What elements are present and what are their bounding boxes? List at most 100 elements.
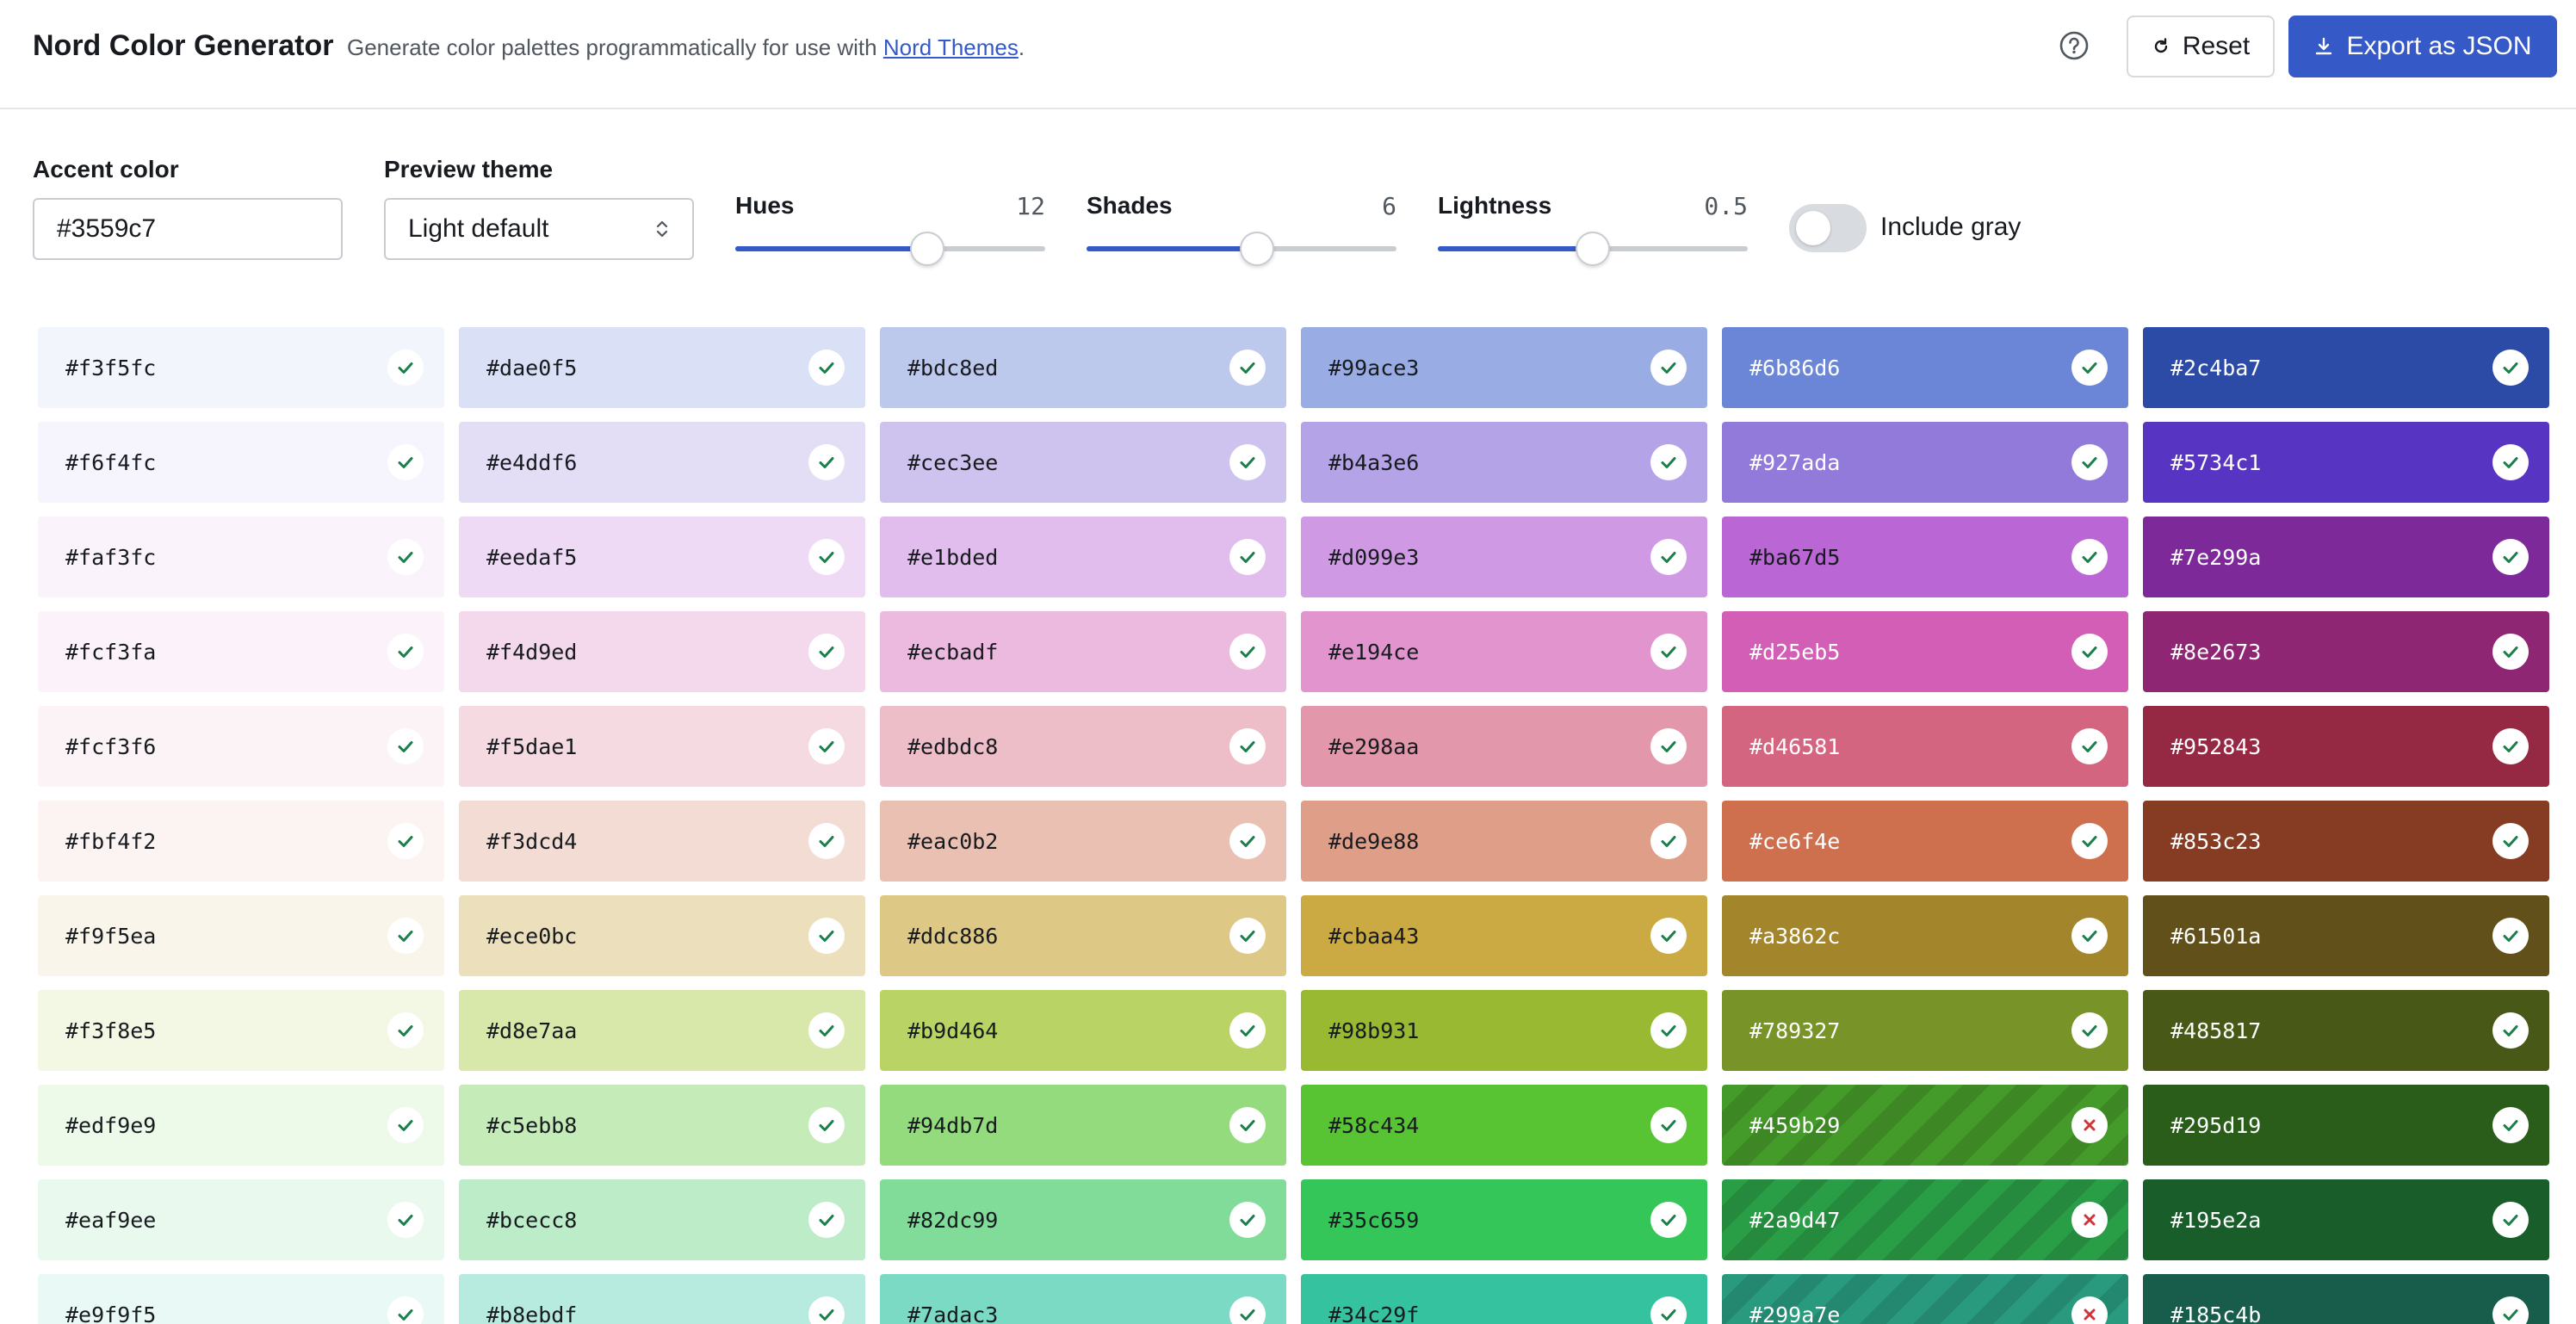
contrast-pass-icon [387,1012,424,1049]
reset-button[interactable]: Reset [2127,15,2275,77]
lightness-value: 0.5 [1704,192,1748,220]
color-swatch[interactable]: #82dc99 [880,1179,1286,1260]
color-swatch[interactable]: #f6f4fc [38,422,444,503]
color-swatch[interactable]: #459b29 [1722,1085,2128,1166]
color-swatch[interactable]: #dae0f5 [459,327,865,408]
color-swatch[interactable]: #485817 [2143,990,2549,1071]
color-swatch[interactable]: #c5ebb8 [459,1085,865,1166]
color-swatch[interactable]: #fcf3f6 [38,706,444,787]
color-swatch[interactable]: #ce6f4e [1722,801,2128,882]
color-swatch[interactable]: #195e2a [2143,1179,2549,1260]
color-swatch[interactable]: #7adac3 [880,1274,1286,1324]
contrast-pass-icon [387,1202,424,1238]
color-swatch[interactable]: #faf3fc [38,517,444,597]
preview-theme-select[interactable]: Light default [384,198,694,260]
color-swatch[interactable]: #35c659 [1301,1179,1707,1260]
shades-slider-thumb[interactable] [1240,232,1274,266]
color-swatch[interactable]: #d099e3 [1301,517,1707,597]
lightness-slider[interactable] [1438,231,1748,266]
swatch-hex-label: #927ada [1749,449,1841,475]
color-swatch[interactable]: #d46581 [1722,706,2128,787]
color-swatch[interactable]: #ece0bc [459,895,865,976]
color-swatch[interactable]: #eedaf5 [459,517,865,597]
export-json-button[interactable]: Export as JSON [2288,15,2557,77]
color-swatch[interactable]: #edf9e9 [38,1085,444,1166]
color-swatch[interactable]: #f3dcd4 [459,801,865,882]
lightness-slider-thumb[interactable] [1576,232,1610,266]
color-swatch[interactable]: #6b86d6 [1722,327,2128,408]
color-swatch[interactable]: #cec3ee [880,422,1286,503]
color-swatch[interactable]: #99ace3 [1301,327,1707,408]
hues-slider-fill [735,246,928,251]
swatch-hex-label: #b9d464 [907,1018,999,1043]
swatch-hex-label: #35c659 [1328,1207,1420,1233]
contrast-pass-icon [1229,1012,1266,1049]
color-swatch[interactable]: #299a7e [1722,1274,2128,1324]
contrast-pass-icon [387,1296,424,1324]
color-swatch[interactable]: #2a9d47 [1722,1179,2128,1260]
color-swatch[interactable]: #58c434 [1301,1085,1707,1166]
color-swatch[interactable]: #185c4b [2143,1274,2549,1324]
color-swatch[interactable]: #de9e88 [1301,801,1707,882]
color-swatch[interactable]: #bdc8ed [880,327,1286,408]
color-swatch[interactable]: #bcecc8 [459,1179,865,1260]
hues-slider[interactable] [735,231,1045,266]
color-swatch[interactable]: #2c4ba7 [2143,327,2549,408]
color-swatch[interactable]: #ba67d5 [1722,517,2128,597]
color-swatch[interactable]: #5734c1 [2143,422,2549,503]
color-swatch[interactable]: #edbdc8 [880,706,1286,787]
swatch-hex-label: #d25eb5 [1749,639,1841,665]
color-swatch[interactable]: #f9f5ea [38,895,444,976]
color-swatch[interactable]: #cbaa43 [1301,895,1707,976]
hues-label: Hues [735,192,795,219]
color-swatch[interactable]: #853c23 [2143,801,2549,882]
color-swatch[interactable]: #e4ddf6 [459,422,865,503]
swatch-hex-label: #34c29f [1328,1302,1420,1324]
color-swatch[interactable]: #789327 [1722,990,2128,1071]
accent-color-input[interactable]: #3559c7 [33,198,343,260]
swatch-hex-label: #952843 [2170,733,2262,759]
swatch-hex-label: #98b931 [1328,1018,1420,1043]
app-subtitle: Generate color palettes programmatically… [347,34,1025,61]
color-swatch[interactable]: #b8ebdf [459,1274,865,1324]
swatch-hex-label: #485817 [2170,1018,2262,1043]
color-swatch[interactable]: #94db7d [880,1085,1286,1166]
swatch-hex-label: #ba67d5 [1749,544,1841,570]
color-swatch[interactable]: #b9d464 [880,990,1286,1071]
nord-themes-link[interactable]: Nord Themes [882,34,1019,60]
color-swatch[interactable]: #fcf3fa [38,611,444,692]
color-swatch[interactable]: #98b931 [1301,990,1707,1071]
color-swatch[interactable]: #e298aa [1301,706,1707,787]
color-swatch[interactable]: #e9f9f5 [38,1274,444,1324]
color-swatch[interactable]: #e1bded [880,517,1286,597]
color-swatch[interactable]: #a3862c [1722,895,2128,976]
color-swatch[interactable]: #eac0b2 [880,801,1286,882]
color-swatch[interactable]: #f3f5fc [38,327,444,408]
color-swatch[interactable]: #952843 [2143,706,2549,787]
contrast-pass-icon [808,918,845,954]
hues-slider-thumb[interactable] [910,232,945,266]
color-swatch[interactable]: #f3f8e5 [38,990,444,1071]
shades-slider[interactable] [1087,231,1396,266]
color-swatch[interactable]: #f4d9ed [459,611,865,692]
color-swatch[interactable]: #d8e7aa [459,990,865,1071]
color-swatch[interactable]: #e194ce [1301,611,1707,692]
color-swatch[interactable]: #34c29f [1301,1274,1707,1324]
color-swatch[interactable]: #d25eb5 [1722,611,2128,692]
color-swatch[interactable]: #b4a3e6 [1301,422,1707,503]
swatch-hex-label: #e9f9f5 [65,1302,157,1324]
color-swatch[interactable]: #7e299a [2143,517,2549,597]
contrast-pass-icon [1650,1296,1687,1324]
color-swatch[interactable]: #ddc886 [880,895,1286,976]
contrast-pass-icon [387,1107,424,1143]
color-swatch[interactable]: #f5dae1 [459,706,865,787]
color-swatch[interactable]: #295d19 [2143,1085,2549,1166]
include-gray-toggle[interactable] [1789,204,1867,252]
color-swatch[interactable]: #927ada [1722,422,2128,503]
color-swatch[interactable]: #61501a [2143,895,2549,976]
color-swatch[interactable]: #8e2673 [2143,611,2549,692]
help-icon[interactable] [2057,28,2091,63]
color-swatch[interactable]: #fbf4f2 [38,801,444,882]
color-swatch[interactable]: #eaf9ee [38,1179,444,1260]
color-swatch[interactable]: #ecbadf [880,611,1286,692]
